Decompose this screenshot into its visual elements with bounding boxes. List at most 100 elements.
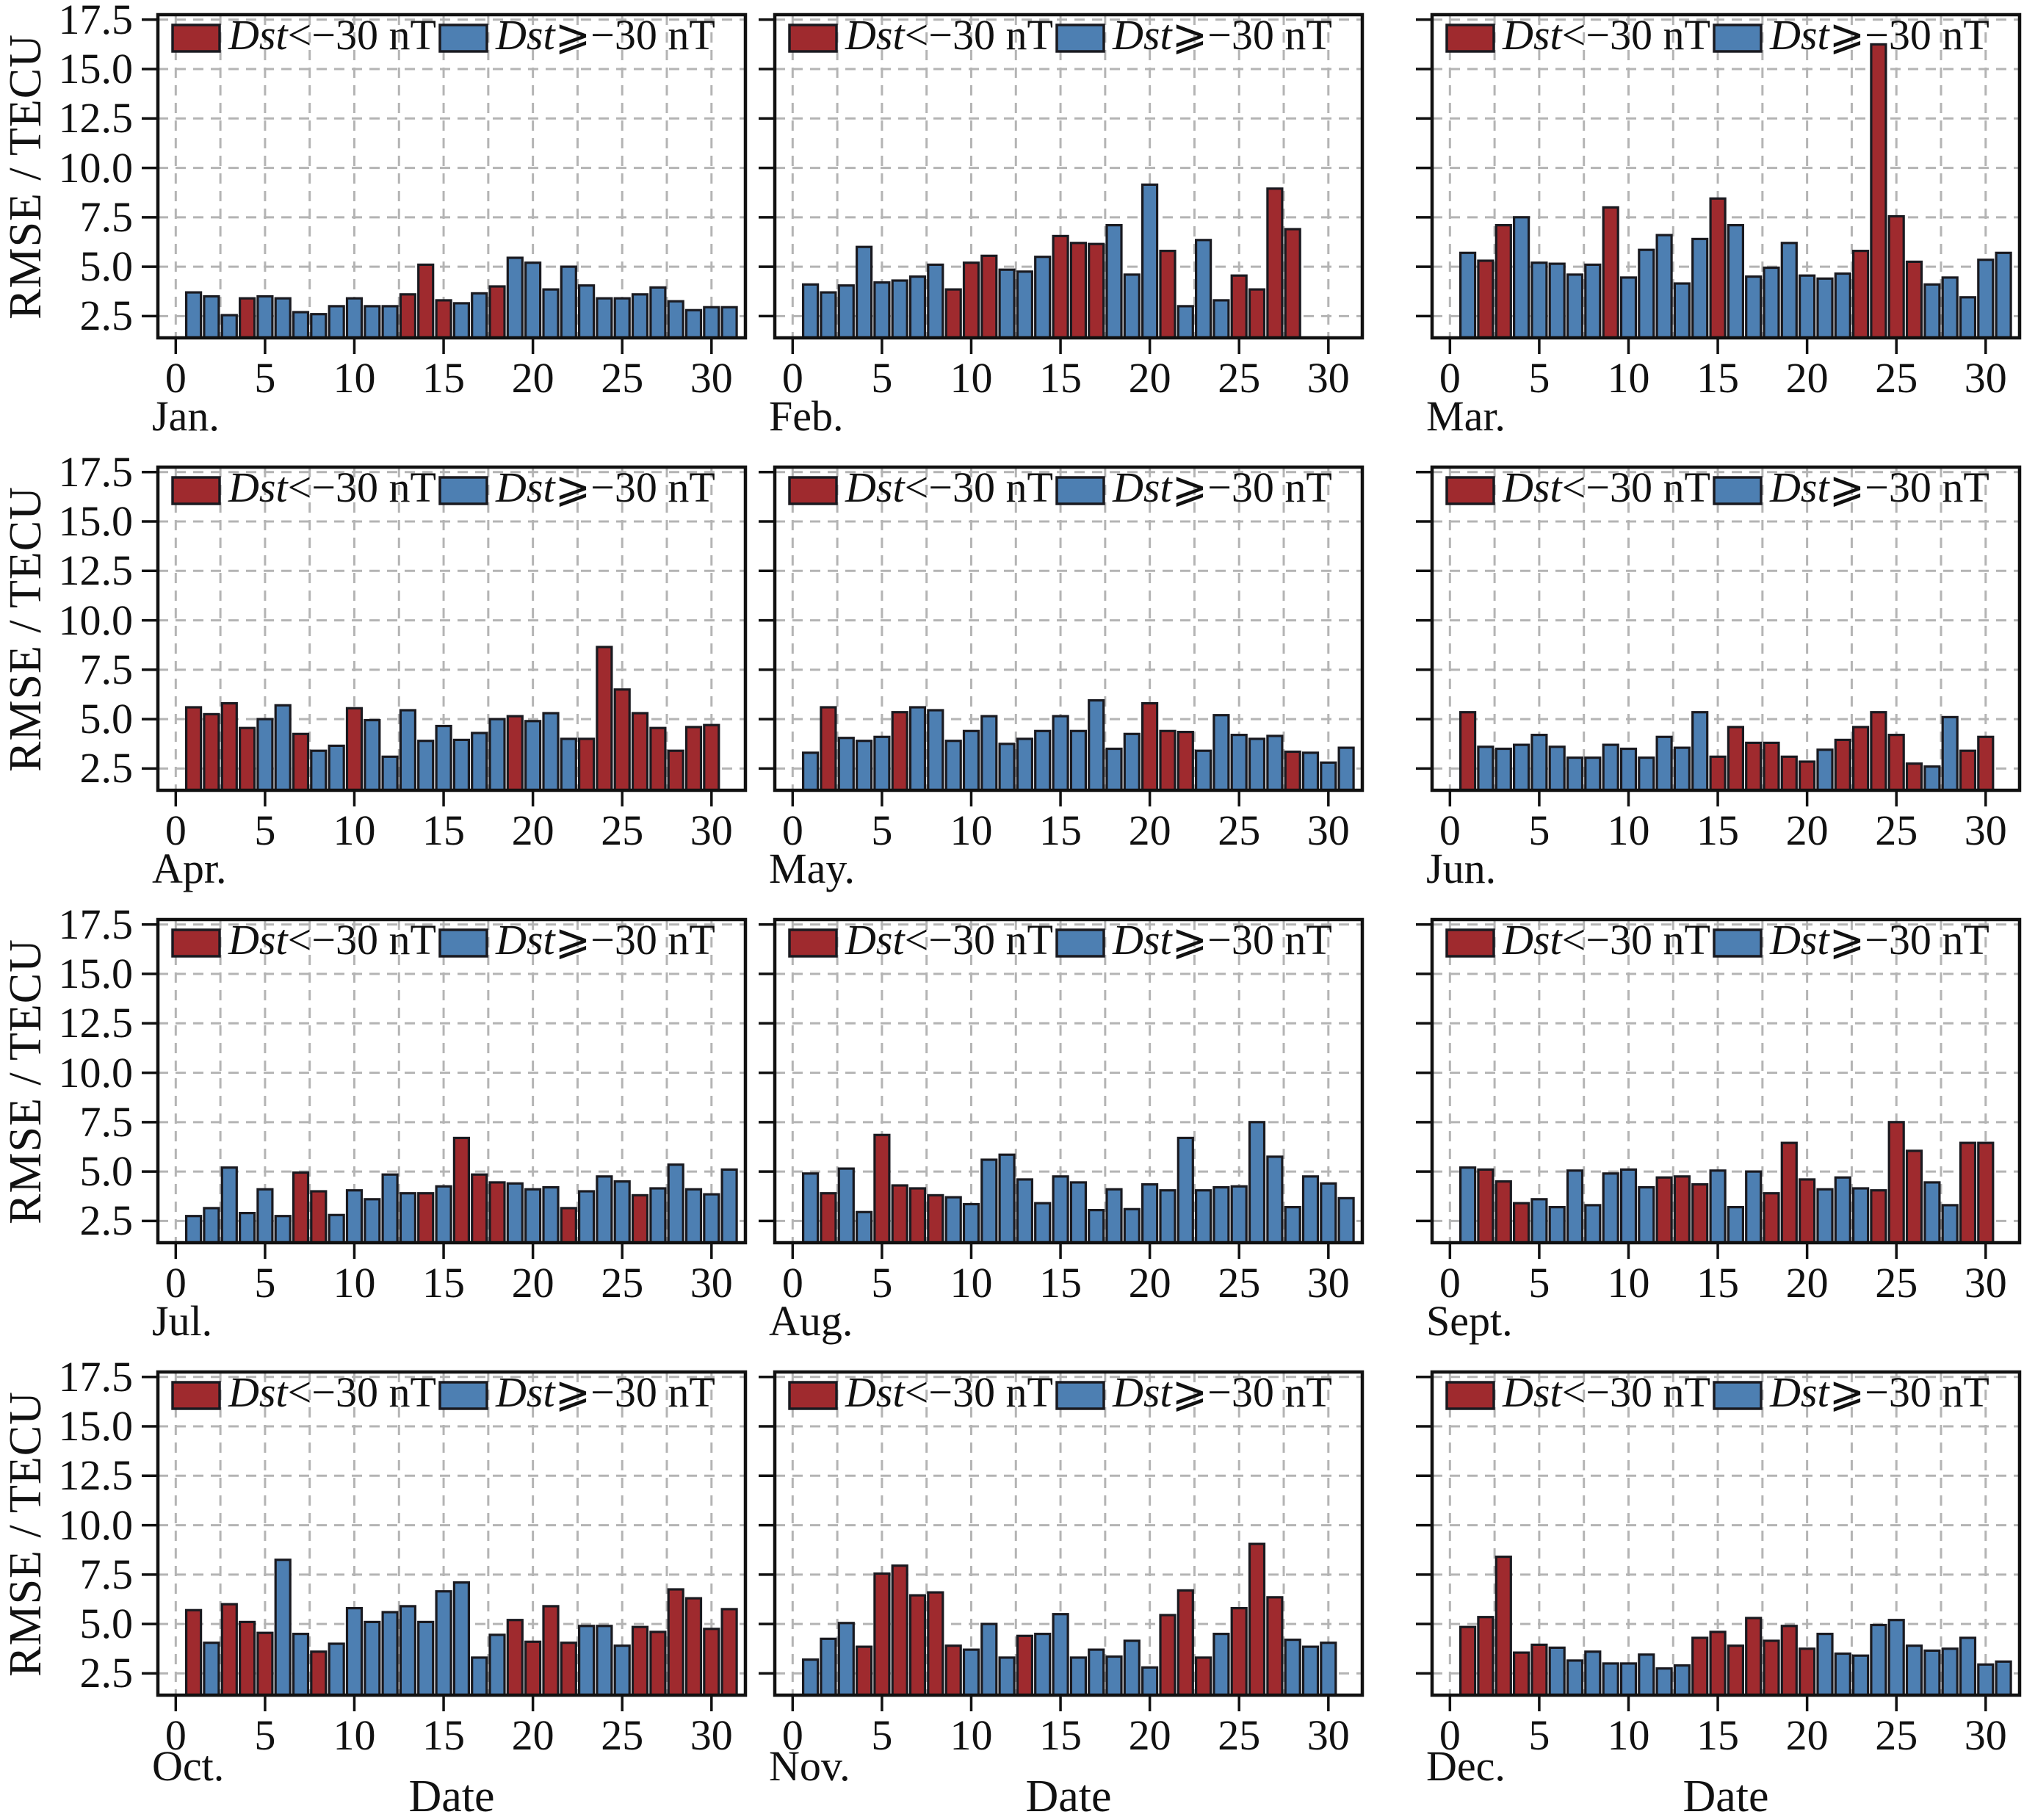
legend-quiet-swatch — [438, 476, 488, 505]
bar-day-28 — [1941, 1647, 1959, 1697]
bar-day-11 — [364, 1620, 381, 1697]
x-tick-label: 25 — [1218, 806, 1260, 854]
legend-quiet-label: Dst⩾−30 nT — [1769, 916, 1989, 964]
month-bar-chart: 0 5 10 15 20 25 30 Jul. Dst<−30 nT Dst⩾−30 nT — [142, 916, 748, 1345]
bar-day-22 — [1177, 1589, 1194, 1697]
legend-storm-label: Dst<−30 nT — [228, 1368, 436, 1416]
bar-day-14 — [417, 740, 435, 792]
month-panel-may: 0 5 10 15 20 25 30 May. Dst<−30 nT Dst⩾−30 nT — [759, 463, 1365, 917]
bar-day-5 — [1530, 261, 1548, 339]
bar-day-18 — [1105, 224, 1123, 339]
bar-day-31 — [1337, 746, 1355, 792]
bar-day-16 — [1069, 729, 1087, 792]
bars — [801, 1121, 1355, 1244]
bar-day-21 — [1159, 250, 1177, 339]
bar-day-12 — [998, 1656, 1016, 1697]
bar-day-7 — [292, 1633, 310, 1697]
x-tick-label: 0 — [165, 1259, 187, 1307]
bar-day-2 — [203, 712, 220, 792]
bar-day-27 — [649, 1187, 667, 1244]
bar-day-25 — [613, 297, 631, 339]
legend-quiet-swatch — [1055, 1381, 1105, 1410]
bar-day-15 — [1709, 1631, 1727, 1697]
legend-quiet-swatch — [1055, 928, 1105, 958]
y-axis-title-text: RMSE / TECU — [0, 33, 51, 319]
legend-quiet-label: Dst⩾−30 nT — [1769, 463, 1989, 511]
bar-day-1 — [801, 751, 820, 792]
legend-storm-swatch — [1445, 24, 1495, 53]
gridlines — [1432, 15, 2020, 338]
bar-day-26 — [631, 293, 649, 339]
bar-day-26 — [1248, 1121, 1266, 1244]
bar-day-3 — [220, 314, 238, 339]
bar-day-12 — [998, 743, 1016, 792]
bar-day-1 — [1459, 1166, 1477, 1244]
bar-day-21 — [542, 288, 560, 339]
bar-day-19 — [506, 1182, 524, 1244]
axes-frame — [773, 1370, 1365, 1697]
bar-day-25 — [1230, 1607, 1248, 1697]
bar-day-22 — [560, 1207, 577, 1244]
bar-day-25 — [1887, 214, 1905, 339]
bar-day-16 — [1069, 1656, 1087, 1697]
bar-day-31 — [720, 1608, 738, 1697]
bar-day-18 — [1763, 266, 1780, 339]
legend-storm-swatch — [171, 1381, 221, 1410]
x-tick-label: 25 — [1875, 1259, 1918, 1307]
bars — [184, 1136, 738, 1244]
bar-day-12 — [998, 268, 1016, 339]
month-bar-chart: 0 5 10 15 20 25 30 Aug. Dst<−30 nT Dst⩾−30 nT — [759, 916, 1365, 1345]
legend-quiet-swatch — [1055, 476, 1105, 505]
bar-day-28 — [1941, 1204, 1959, 1244]
bar-day-6 — [274, 1215, 292, 1244]
bar-day-4 — [855, 245, 873, 339]
y-tick-label: 2.5 — [79, 1196, 134, 1245]
bar-day-17 — [471, 732, 488, 792]
bar-day-27 — [1266, 187, 1284, 339]
bar-day-22 — [560, 737, 577, 792]
bar-day-4 — [855, 1645, 873, 1697]
bar-day-12 — [1655, 234, 1673, 339]
y-tick-label: 2.5 — [79, 292, 134, 340]
x-tick-label: 5 — [871, 354, 892, 402]
bar-day-5 — [256, 718, 274, 792]
bar-day-27 — [1923, 1181, 1941, 1244]
bar-day-9 — [1602, 206, 1619, 339]
month-bar-chart: 0 5 10 15 20 25 30 Apr. Dst<−30 nT Dst⩾−30 nT — [142, 463, 748, 892]
legend-quiet-label: Dst⩾−30 nT — [495, 463, 715, 511]
bar-day-3 — [837, 1167, 855, 1244]
bar-day-26 — [1248, 288, 1266, 339]
x-tick-label: 15 — [1696, 1711, 1739, 1759]
bar-day-21 — [1159, 729, 1177, 792]
bar-day-8 — [310, 749, 328, 792]
bar-day-8 — [1584, 1204, 1602, 1244]
bar-day-29 — [684, 1188, 703, 1244]
bar-day-14 — [417, 263, 435, 339]
legend-storm-swatch — [1445, 476, 1495, 505]
bar-day-5 — [873, 281, 891, 339]
bar-day-24 — [1870, 1623, 1887, 1697]
bar-day-13 — [399, 293, 416, 339]
x-axis-title: Date — [1025, 1772, 1111, 1820]
bar-day-19 — [1123, 1207, 1141, 1244]
bar-day-12 — [381, 1173, 399, 1244]
month-bar-chart: 0 5 10 15 20 25 30 Oct. Date Dst<−30 nT Dst⩾−30 nT — [142, 1368, 748, 1820]
bar-day-26 — [631, 1625, 649, 1697]
bar-day-18 — [488, 718, 506, 792]
bar-day-15 — [1052, 1613, 1069, 1697]
bar-day-13 — [1016, 1634, 1033, 1697]
month-bar-chart: 0 5 10 15 20 25 30 May. Dst<−30 nT Dst⩾−30 nT — [759, 463, 1365, 892]
bar-day-28 — [1284, 228, 1301, 339]
bar-day-22 — [1834, 272, 1851, 339]
bar-day-11 — [1638, 756, 1655, 792]
bar-day-26 — [1905, 1149, 1923, 1244]
bar-day-30 — [1320, 761, 1337, 792]
bar-day-29 — [1301, 1175, 1320, 1244]
bar-day-18 — [1763, 1192, 1780, 1244]
bar-day-23 — [1194, 1189, 1212, 1244]
bar-day-18 — [1105, 1655, 1123, 1697]
bar-day-6 — [1548, 262, 1566, 339]
legend: Dst<−30 nT Dst⩾−30 nT — [1445, 463, 1989, 511]
bar-day-5 — [1530, 734, 1548, 792]
legend-storm-label: Dst<−30 nT — [228, 916, 436, 964]
